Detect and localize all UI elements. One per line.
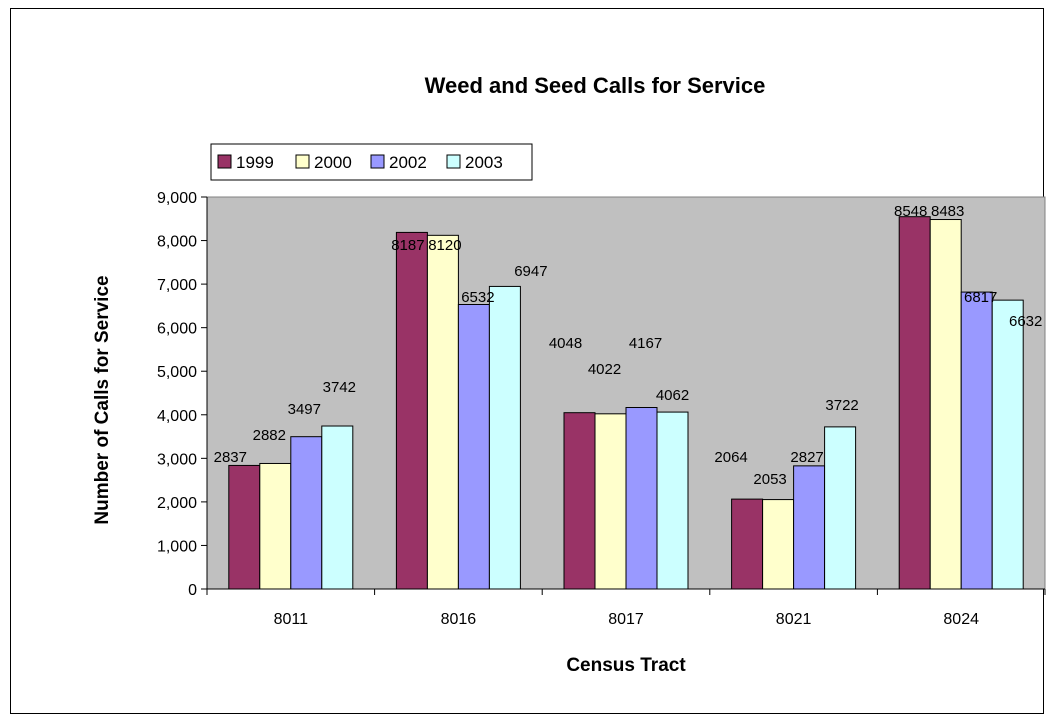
- bar-2003-8016: [488, 285, 521, 590]
- bar-2003-8021: [824, 426, 857, 590]
- bar-2000-8017: [594, 413, 627, 590]
- y-tick-label: 9,000: [157, 190, 197, 207]
- bar-2000-8016: [426, 234, 459, 590]
- legend-label-1999: 1999: [236, 153, 274, 172]
- y-tick-label: 2,000: [157, 495, 197, 512]
- x-tick-label: 8017: [608, 611, 644, 628]
- y-tick-label: 4,000: [157, 408, 197, 425]
- bar-2002-8024: [960, 291, 993, 590]
- bar-2002-8011: [290, 436, 323, 590]
- data-label-2002-8011: 3497: [288, 401, 321, 418]
- y-axis-title: Number of Calls for Service: [92, 275, 113, 524]
- data-label-2003-8011: 3742: [323, 379, 356, 396]
- data-label-2000-8024: 8483: [931, 203, 964, 220]
- legend-label-2002: 2002: [389, 153, 427, 172]
- legend-swatch-2000: [295, 154, 310, 169]
- y-tick-label: 5,000: [157, 364, 197, 381]
- bars-group: [228, 216, 1024, 590]
- data-label-1999-8011: 2837: [214, 449, 247, 466]
- data-label-2002-8017: 4167: [629, 335, 662, 352]
- bar-2003-8011: [321, 425, 354, 590]
- legend: 1999 2000 2002 2003: [210, 143, 533, 181]
- data-label-2000-8021: 2053: [753, 471, 786, 488]
- legend-label-2000: 2000: [314, 153, 352, 172]
- bar-1999-8016: [395, 231, 428, 590]
- bar-2003-8024: [991, 299, 1024, 590]
- data-label-2000-8011: 2882: [253, 427, 286, 444]
- y-axis-ticks: 0 1,000 2,000 3,000 4,000 5,000 6,000 7,000 8,00…: [157, 190, 207, 599]
- bar-2003-8017: [656, 411, 689, 590]
- bar-1999-8024: [898, 216, 931, 590]
- bar-2002-8021: [793, 465, 826, 590]
- x-axis-ticks: 8011 8016 8017 8021 8024: [206, 589, 1046, 628]
- x-axis-title: Census Tract: [566, 655, 686, 676]
- data-label-2002-8016: 6532: [461, 289, 494, 306]
- y-tick-label: 1,000: [157, 538, 197, 555]
- legend-label-2003: 2003: [465, 153, 503, 172]
- x-tick-label: 8016: [441, 611, 477, 628]
- legend-items: 1999 2000 2002 2003: [217, 153, 503, 172]
- data-label-2003-8021: 3722: [825, 397, 858, 414]
- x-tick-label: 8021: [776, 611, 812, 628]
- data-label-2003-8016: 6947: [514, 263, 547, 280]
- legend-swatch-2002: [370, 154, 385, 169]
- bar-1999-8011: [228, 464, 261, 590]
- legend-swatch-1999: [217, 154, 232, 169]
- bar-2000-8021: [762, 499, 795, 590]
- y-tick-label: 8,000: [157, 234, 197, 251]
- y-tick-label: 6,000: [157, 321, 197, 338]
- y-tick-label: 0: [188, 582, 197, 599]
- bar-2000-8011: [259, 462, 292, 590]
- bar-2002-8016: [457, 303, 490, 590]
- y-tick-label: 7,000: [157, 277, 197, 294]
- y-tick-label: 3,000: [157, 451, 197, 468]
- data-label-1999-8021: 2064: [714, 449, 747, 466]
- x-tick-label: 8011: [274, 611, 309, 628]
- data-label-2002-8024: 6817: [964, 289, 997, 306]
- chart-title: Weed and Seed Calls for Service: [425, 73, 766, 98]
- data-label-2000-8017: 4022: [588, 361, 621, 378]
- x-tick-label: 8024: [943, 611, 979, 628]
- data-label-2000-8016: 8120: [428, 237, 461, 254]
- data-label-2003-8024: 6632: [1009, 313, 1042, 330]
- bar-1999-8017: [563, 412, 596, 590]
- data-label-2002-8021: 2827: [790, 449, 823, 466]
- data-label-2003-8017: 4062: [656, 387, 689, 404]
- bar-1999-8021: [731, 498, 764, 590]
- bar-2000-8024: [929, 219, 962, 590]
- data-label-1999-8017: 4048: [549, 335, 582, 352]
- data-label-1999-8016: 8187: [391, 237, 424, 254]
- data-label-1999-8024: 8548: [894, 203, 927, 220]
- bar-2002-8017: [625, 407, 658, 590]
- legend-swatch-2003: [446, 154, 461, 169]
